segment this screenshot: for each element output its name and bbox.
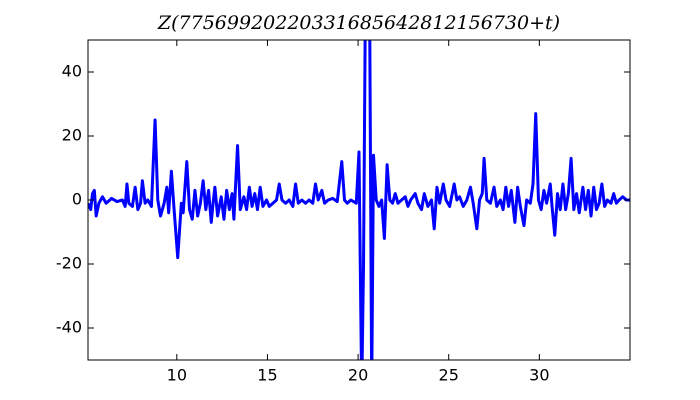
x-tick-label: 30 <box>529 366 549 385</box>
plot-frame <box>87 39 631 361</box>
y-tick-label: -40 <box>56 318 82 337</box>
data-line <box>88 40 630 360</box>
x-tick-label: 25 <box>439 366 459 385</box>
y-tick-label: 40 <box>62 62 82 81</box>
chart-title: Z(77569920220331685642812156730+t) <box>157 12 560 34</box>
y-tick-label: -20 <box>56 254 82 273</box>
y-tick-label: 20 <box>62 126 82 145</box>
y-tick-label: 0 <box>72 190 82 209</box>
x-tick-label: 10 <box>167 366 187 385</box>
x-tick-label: 15 <box>257 366 277 385</box>
plot-area <box>88 40 630 360</box>
x-tick-label: 20 <box>348 366 368 385</box>
